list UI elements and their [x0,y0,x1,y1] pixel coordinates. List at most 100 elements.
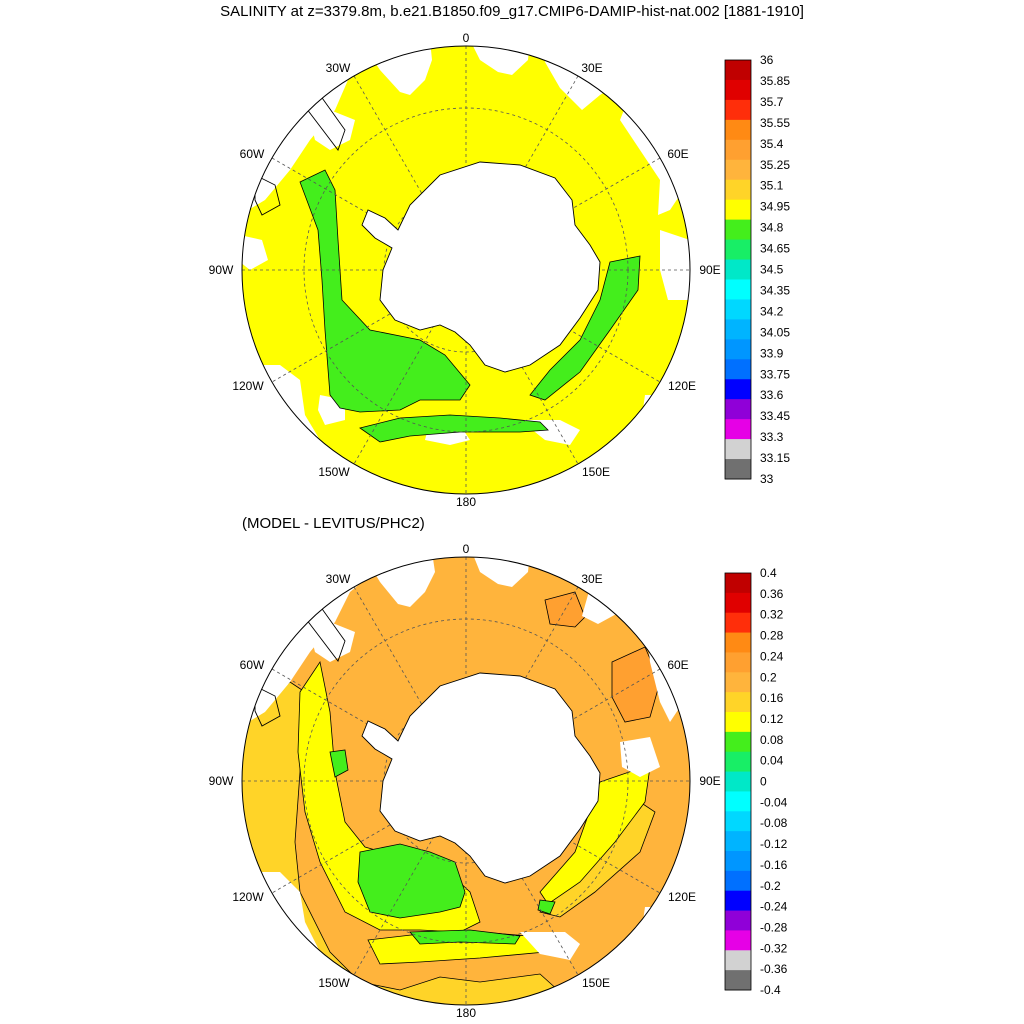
colorbar-swatch [725,139,751,161]
colorbar-swatch [725,632,751,653]
colorbar-swatch [725,279,751,300]
colorbar-label: 35.1 [760,179,784,193]
colorbar-swatch [725,791,751,812]
longitude-labels: 0 30E 60E 90E 120E 150E 180 150W 120W 90… [209,542,721,1020]
colorbar-label: 0.4 [760,566,777,580]
colorbar-label: -0.28 [760,920,788,934]
colorbar-swatch [725,99,751,121]
page-title: SALINITY at z=3379.8m, b.e21.B1850.f09_g… [220,3,804,20]
colorbar-swatch [725,831,751,852]
colorbar-label: -0.12 [760,837,788,851]
lon-label-120w: 120W [232,379,264,393]
lon-label-120e: 120E [668,379,696,393]
colorbar-label: 0.2 [760,670,777,684]
lon-label-0: 0 [463,31,470,45]
colorbar-swatch [725,179,751,201]
colorbar-label: -0.08 [760,816,788,830]
colorbar-label: 0.36 [760,587,784,601]
colorbar-label: 34.05 [760,325,790,339]
colorbar-label: 33.3 [760,430,784,444]
colorbar-swatch [725,731,751,753]
colorbar-swatch [725,199,751,221]
lon-label-150e: 150E [582,976,610,990]
colorbar-label: 33.6 [760,388,784,402]
colorbar-label: -0.4 [760,983,781,997]
colorbar-label: -0.36 [760,962,788,976]
colorbar-label: 34.65 [760,242,790,256]
colorbar-label: 35.7 [760,95,784,109]
lon-label-30w: 30W [326,61,351,75]
colorbar-label: -0.04 [760,795,788,809]
colorbar-swatch [725,652,751,673]
lon-label-0: 0 [463,542,470,556]
lon-label-90e: 90E [699,774,720,788]
colorbar-label: 0.28 [760,629,784,643]
colorbar-swatch [725,259,751,280]
colorbar-label: -0.16 [760,858,788,872]
colorbar-swatch [725,672,751,693]
colorbar-swatch [725,319,751,340]
lon-label-150w: 150W [318,465,350,479]
colorbar-swatch [725,79,751,101]
salinity-colorbar: 36 35.85 35.7 35.55 35.4 35.25 35.1 34.95 34.8 34… [724,53,790,486]
colorbar-swatch [725,771,751,792]
colorbar-swatch [725,219,751,241]
colorbar-swatch [725,379,751,400]
lon-label-90w: 90W [209,774,234,788]
difference-panel-title: (MODEL - LEVITUS/PHC2) [242,515,425,532]
colorbar-label: 34.8 [760,221,784,235]
colorbar-frame [724,59,752,480]
lon-label-90e: 90E [699,263,720,277]
colorbar-swatch [725,339,751,360]
colorbar-swatch [725,592,751,614]
near-zero-difference-regions [329,749,556,945]
colorbar-swatch [725,119,751,141]
colorbar-swatch [725,359,751,380]
colorbar-label: 35.85 [760,74,790,88]
colorbar-swatch [725,930,751,951]
lon-label-60e: 60E [667,147,688,161]
colorbar-label: 33.9 [760,346,784,360]
colorbar-swatch [725,439,751,460]
colorbar-swatch [725,692,751,713]
colorbar-label: 35.25 [760,158,790,172]
colorbar-label: 33 [760,472,774,486]
lon-label-180: 180 [456,1006,476,1020]
antarctica-landmass [361,161,601,373]
colorbar-label: 34.5 [760,263,784,277]
colorbar-label: 0.24 [760,649,784,663]
colorbar-label: 0.16 [760,691,784,705]
colorbar-swatch [725,712,751,733]
lon-label-60e: 60E [667,658,688,672]
lon-label-150e: 150E [582,465,610,479]
colorbar-swatch [725,159,751,181]
green-salinity-regions [299,169,641,443]
colorbar-label: -0.2 [760,879,781,893]
colorbar-swatch [725,910,751,931]
colorbar-label: 34.95 [760,200,790,214]
colorbar-swatch [725,299,751,320]
lon-label-180: 180 [456,495,476,509]
colorbar-label: 0.08 [760,733,784,747]
lon-label-60w: 60W [240,147,265,161]
colorbar-label: 35.4 [760,137,784,151]
colorbar-label: 33.75 [760,367,790,381]
colorbar-label: 0.04 [760,754,784,768]
colorbar-swatch [725,890,751,912]
colorbar-label: -0.24 [760,900,788,914]
colorbar-label: 34.2 [760,304,784,318]
colorbar-swatch [725,239,751,261]
lon-label-60w: 60W [240,658,265,672]
colorbar-swatch [725,399,751,420]
colorbar-frame [724,572,752,991]
colorbar-label: -0.32 [760,941,788,955]
lon-label-90w: 90W [209,263,234,277]
salinity-field [242,46,690,494]
lon-label-30w: 30W [326,572,351,586]
colorbar-label: 33.45 [760,409,790,423]
antarctica-landmass [361,672,601,884]
difference-map-panel: 0 30E 60E 90E 120E 150E 180 150W 120W 90… [209,542,788,1020]
colorbar-label: 34.35 [760,283,790,297]
difference-colorbar: 0.4 0.36 0.32 0.28 0.24 0.2 0.16 0.12 0.08 0.04 0 -… [724,566,788,997]
colorbar-swatch [725,970,751,991]
